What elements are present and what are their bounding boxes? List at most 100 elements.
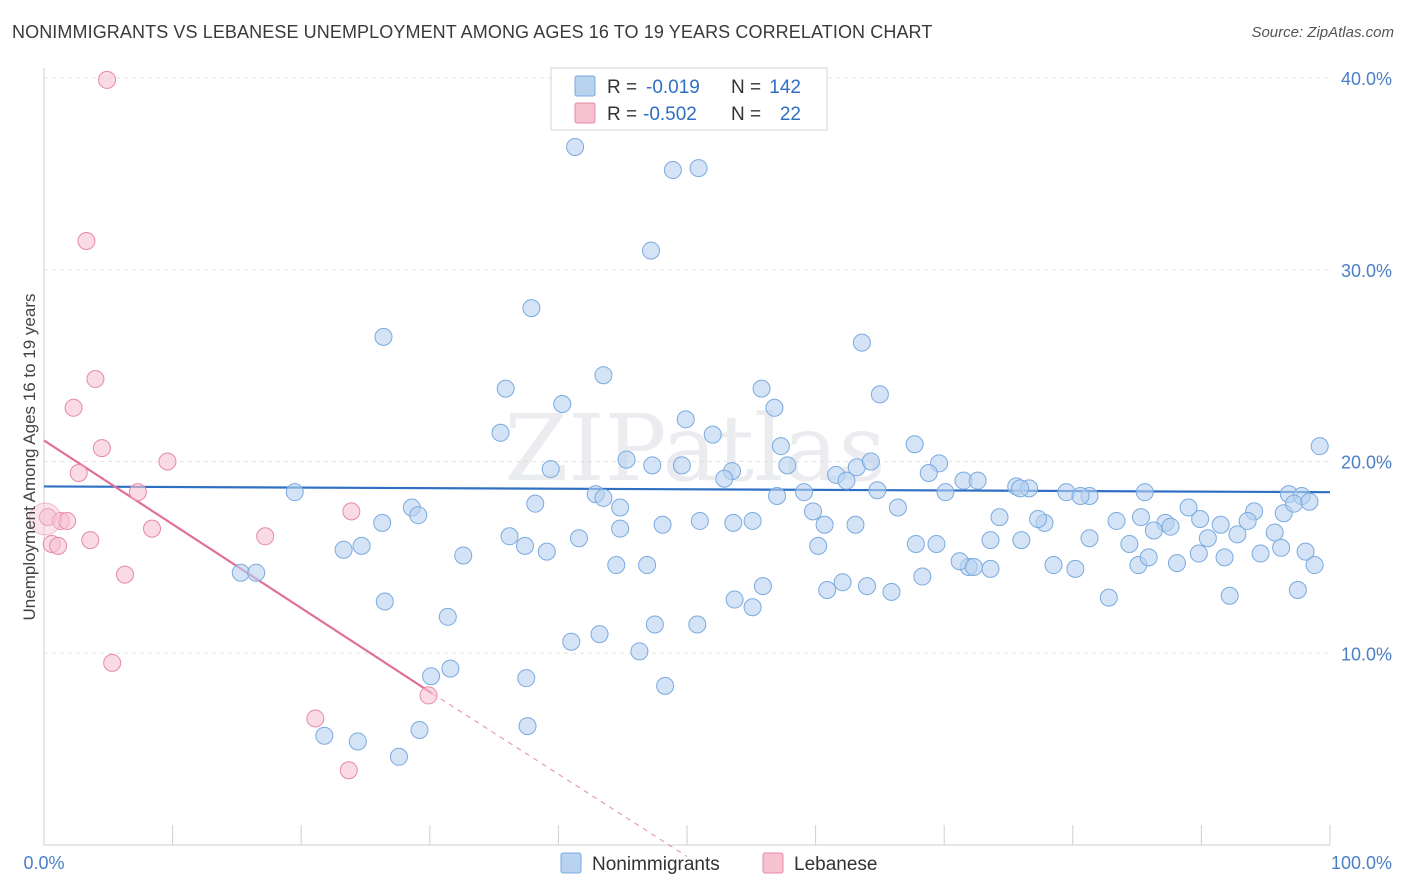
nonimmigrants-point — [936, 483, 955, 502]
nonimmigrants-point — [373, 513, 392, 532]
nonimmigrants-point — [1135, 483, 1154, 502]
lebanese-point — [58, 511, 77, 530]
nonimmigrants-point — [454, 546, 473, 565]
lebanese-point — [143, 519, 162, 538]
nonimmigrants-point — [607, 556, 626, 575]
nonimmigrants-point — [870, 385, 889, 404]
nonimmigrants-point — [643, 456, 662, 475]
nonimmigrants-point — [285, 483, 304, 502]
nonimmigrants-point — [537, 542, 556, 561]
nonimmigrants-point — [641, 241, 660, 260]
nonimmigrants-point — [964, 557, 983, 576]
chart-title: NONIMMIGRANTS VS LEBANESE UNEMPLOYMENT A… — [12, 22, 933, 42]
legend-n-label: N = — [731, 104, 761, 125]
nonimmigrants-point — [374, 327, 393, 346]
nonimmigrants-point — [409, 506, 428, 525]
nonimmigrants-point — [1300, 492, 1319, 511]
nonimmigrants-point — [1029, 510, 1048, 529]
nonimmigrants-point — [703, 425, 722, 444]
nonimmigrants-point — [375, 592, 394, 611]
nonimmigrants-point — [438, 607, 457, 626]
nonimmigrants-point — [724, 513, 743, 532]
nonimmigrants-point — [1066, 559, 1085, 578]
nonimmigrants-point — [1080, 529, 1099, 548]
nonimmigrants-point — [231, 563, 250, 582]
nonimmigrants-point — [1189, 544, 1208, 563]
nonimmigrants-point — [1179, 498, 1198, 517]
nonimmigrants-point — [927, 534, 946, 553]
nonimmigrants-point — [778, 456, 797, 475]
nonimmigrants-point — [1215, 548, 1234, 567]
nonimmigrants-point — [795, 483, 814, 502]
source-label: Source: ZipAtlas.com — [1251, 24, 1394, 41]
nonimmigrants-point — [594, 366, 613, 385]
nonimmigrants-point — [247, 563, 266, 582]
nonimmigrants-point — [833, 573, 852, 592]
x-tick-labels: 0.0% 100.0% — [23, 853, 1392, 873]
nonimmigrants-point — [752, 379, 771, 398]
lebanese-point — [339, 761, 358, 780]
nonimmigrants-point — [526, 494, 545, 513]
nonimmigrants-point — [882, 582, 901, 601]
nonimmigrants-point — [517, 669, 536, 688]
nonimmigrants-point — [653, 515, 672, 534]
data-points — [28, 70, 1329, 780]
nonimmigrants-point — [1107, 511, 1126, 530]
lebanese-point — [306, 709, 325, 728]
lebanese-point — [116, 565, 135, 584]
lebanese-point — [256, 527, 275, 546]
x-tick-label: 100.0% — [1331, 853, 1392, 873]
nonimmigrants-point — [1131, 508, 1150, 527]
nonimmigrants-point — [663, 161, 682, 180]
nonimmigrants-point — [690, 511, 709, 530]
nonimmigrants-point — [771, 437, 790, 456]
legend-r-value: -0.019 — [646, 77, 700, 98]
nonimmigrants-point — [1272, 538, 1291, 557]
nonimmigrants-point — [1220, 586, 1239, 605]
nonimmigrants-point — [656, 676, 675, 695]
nonimmigrants-point — [541, 460, 560, 479]
nonimmigrants-point — [765, 398, 784, 417]
nonimmigrants-point — [1011, 479, 1030, 498]
nonimmigrants-point — [1211, 515, 1230, 534]
nonimmigrants-point — [1310, 437, 1329, 456]
axes — [43, 68, 1331, 846]
nonimmigrants-point — [630, 642, 649, 661]
nonimmigrants-point — [334, 540, 353, 559]
y-tick-labels: 10.0% 20.0% 30.0% 40.0% — [1341, 69, 1392, 664]
nonimmigrants-point — [846, 515, 865, 534]
nonimmigrants-point — [491, 423, 510, 442]
bottom-legend: Nonimmigrants Lebanese — [560, 852, 877, 875]
nonimmigrants-point — [645, 615, 664, 634]
lebanese-point — [158, 452, 177, 471]
legend-n-value: 22 — [780, 104, 801, 125]
nonimmigrants-point — [688, 615, 707, 634]
lebanese-point — [103, 653, 122, 672]
x-tick-label: 0.0% — [23, 853, 64, 873]
nonimmigrants-point — [611, 498, 630, 517]
nonimmigrants-point — [594, 488, 613, 507]
nonimmigrants-point — [990, 508, 1009, 527]
nonimmigrants-point — [1238, 511, 1257, 530]
legend-r-label: R = — [607, 104, 637, 125]
y-tick-label: 20.0% — [1341, 453, 1392, 473]
nonimmigrants-point — [809, 536, 828, 555]
nonimmigrants-point — [913, 567, 932, 586]
lebanese-point — [128, 483, 147, 502]
nonimmigrants-point — [566, 138, 585, 157]
stats-legend: R = -0.019 N = 142 R = -0.502 N = 22 — [550, 67, 828, 131]
nonimmigrants-point — [1012, 531, 1031, 550]
nonimmigrants-point — [352, 536, 371, 555]
nonimmigrants-point — [1284, 494, 1303, 513]
legend-label-nonimmigrants: Nonimmigrants — [592, 854, 720, 875]
lebanese-point — [342, 502, 361, 521]
nonimmigrants-point — [804, 502, 823, 521]
y-axis-label: Unemployment Among Ages 16 to 19 years — [20, 294, 39, 621]
nonimmigrants-point — [981, 559, 1000, 578]
nonimmigrants-point — [1044, 556, 1063, 575]
legend-r-label: R = — [607, 77, 637, 98]
nonimmigrants-point — [1071, 487, 1090, 506]
lebanese-point — [86, 370, 105, 389]
nonimmigrants-point — [837, 471, 856, 490]
